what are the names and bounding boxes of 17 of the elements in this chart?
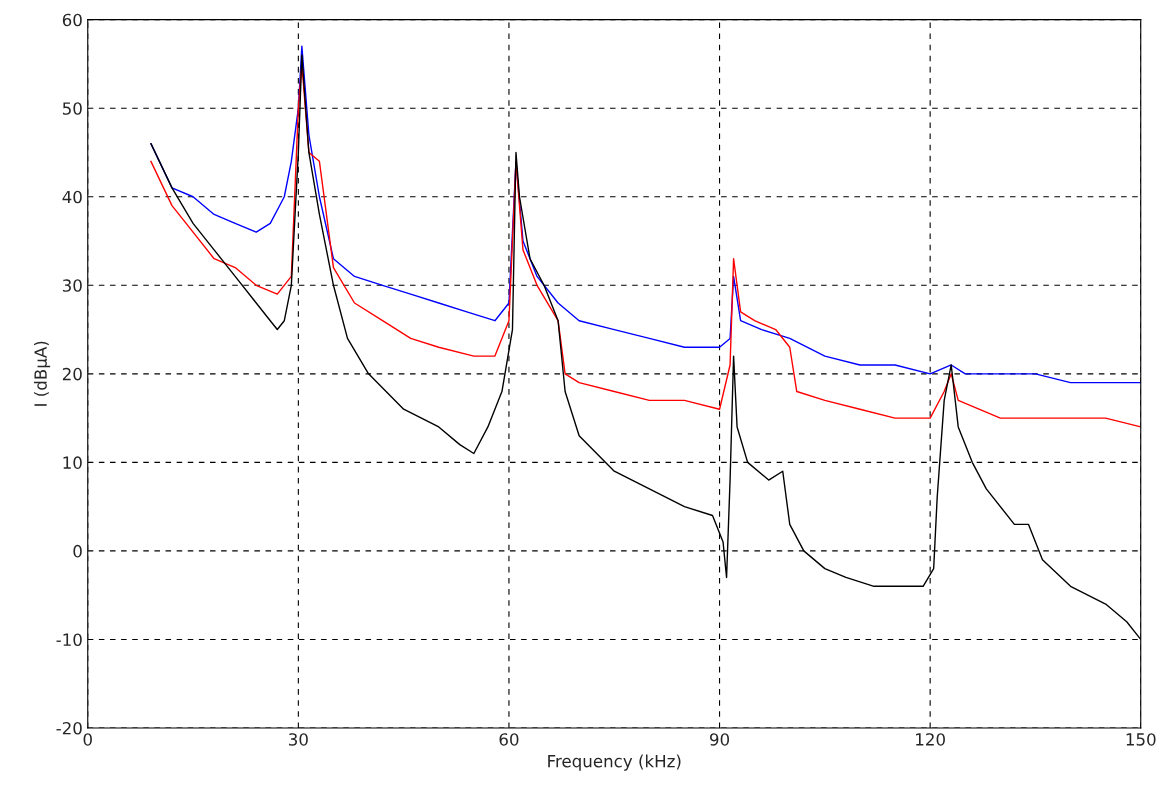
x-tick-label: 30: [289, 733, 308, 746]
y-tick-label: 0: [73, 544, 82, 558]
x-tick-label: 0: [83, 733, 92, 746]
x-tick-label: 60: [499, 733, 519, 746]
y-tick-label: -10: [56, 633, 82, 647]
y-tick-label: 50: [62, 102, 82, 115]
x-tick-label: 120: [916, 733, 945, 746]
y-tick-label: 60: [62, 13, 82, 27]
x-tick-label: 90: [710, 733, 730, 746]
y-tick-label: 30: [62, 279, 82, 292]
y-tick-label: 20: [62, 367, 82, 381]
y-axis-title: I (dBµA): [33, 341, 51, 406]
y-tick-label: 10: [63, 456, 82, 469]
y-tick-label: -20: [56, 721, 82, 735]
x-axis-title: Frequency (kHz): [548, 754, 681, 771]
y-tick-label: 40: [62, 190, 82, 204]
x-tick-label: 150: [1126, 733, 1156, 746]
